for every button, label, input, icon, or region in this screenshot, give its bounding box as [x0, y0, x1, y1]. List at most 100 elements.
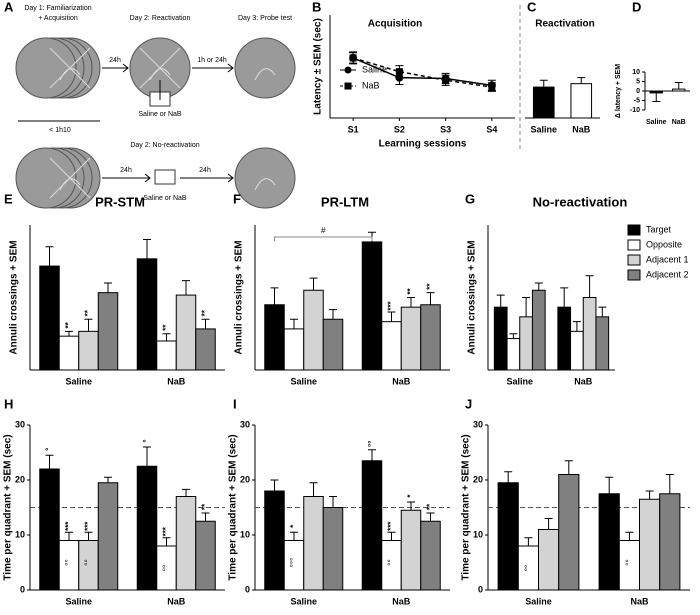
error-bar [534, 282, 543, 291]
bar [39, 265, 60, 371]
bar [506, 338, 521, 371]
error-bar [309, 277, 318, 291]
y-tick-label: 20 [240, 474, 250, 484]
error-bar [426, 292, 435, 305]
legend-label: Opposite [646, 239, 682, 249]
error-bar [162, 537, 171, 546]
y-tick-label: 0 [478, 584, 483, 594]
bar [175, 294, 197, 371]
error-bar [45, 454, 54, 469]
error-bar [407, 501, 415, 511]
y-tick-label: 10 [473, 529, 483, 539]
bar [400, 306, 422, 371]
error-bar [143, 446, 151, 467]
panel-letter: G [465, 191, 475, 206]
legend-label: Saline [362, 64, 387, 74]
chart-title: Reactivation [535, 19, 594, 30]
error-bar [605, 476, 614, 494]
error-bar [201, 512, 210, 522]
panel-letter: B [312, 0, 321, 14]
error-bar [182, 488, 190, 497]
bar [519, 316, 533, 371]
error-bar [270, 479, 279, 491]
bar [264, 490, 285, 591]
significance-label: °° [524, 565, 533, 571]
legend-label: Adjacent 2 [646, 269, 689, 279]
x-tick-label: NaB [392, 376, 411, 386]
error-bar [84, 531, 93, 541]
significance-label: °° [387, 559, 396, 565]
bar [420, 304, 441, 371]
y-tick-label: 5 [636, 78, 640, 85]
error-bar [496, 294, 505, 308]
y-tick-label: 30 [240, 419, 250, 429]
diagram-label: Day 2: No-reactivation [130, 142, 199, 149]
significance-label: °° [64, 559, 73, 565]
diagram-label: + Acquisition [38, 15, 78, 22]
bracket-label: # [321, 226, 326, 235]
significance-label: ** [406, 288, 415, 295]
legend-swatch [627, 269, 641, 281]
panel-letter: J [465, 396, 472, 411]
x-tick-label: Saline [646, 119, 667, 126]
bar [136, 258, 158, 371]
error-bar [522, 297, 531, 317]
legend-marker [344, 66, 352, 74]
error-bar [598, 306, 607, 317]
error-bar [539, 79, 548, 88]
y-axis-label: Annuli crossings + SEM [467, 240, 478, 354]
x-tick-label: Saline [290, 596, 317, 606]
y-tick-label: 10 [15, 529, 25, 539]
significance-label: * [289, 524, 298, 528]
y-axis-label: Time per quadrant + SEM (sec) [228, 434, 239, 580]
legend-label: Adjacent 1 [646, 254, 689, 264]
error-bar [572, 321, 581, 332]
significance-label: ** [426, 503, 435, 510]
significance-label: *** [84, 521, 93, 531]
significance-label: ** [426, 283, 435, 290]
bar [497, 482, 519, 591]
error-bar [544, 518, 553, 530]
x-tick-label: Saline [65, 596, 92, 606]
bar [672, 88, 686, 92]
error-bar [387, 311, 396, 322]
significance-label: ** [201, 309, 210, 316]
significance-label: ** [84, 309, 93, 316]
x-tick-label: S2 [394, 124, 405, 134]
panel-letter: F [233, 191, 241, 206]
bar [420, 520, 441, 591]
bar [649, 90, 663, 94]
marker [349, 54, 357, 62]
panel-letter: H [4, 396, 13, 411]
panel-a-diagram [15, 37, 296, 209]
legend-swatch [627, 239, 641, 251]
series-line [352, 57, 492, 87]
error-bar [625, 531, 634, 541]
bar [97, 292, 119, 371]
marker [395, 68, 403, 76]
error-bar [368, 449, 376, 461]
x-tick-label: NaB [167, 376, 186, 386]
bar [570, 330, 584, 371]
chart-title: PR-STM [95, 194, 145, 209]
error-bar [564, 460, 573, 475]
legend-swatch [627, 254, 641, 266]
significance-label: ** [201, 503, 210, 510]
legend-swatch [627, 224, 641, 236]
bar [400, 509, 422, 591]
x-tick-label: Saline [65, 376, 92, 386]
x-tick-label: Saline [525, 596, 552, 606]
error-bar [162, 333, 171, 341]
x-tick-label: Saline [506, 376, 533, 386]
error-bar [45, 246, 54, 267]
significance-label: ° [142, 439, 151, 442]
diagram-label: 24h [120, 167, 132, 174]
legend-label: Target [646, 224, 672, 234]
error-bar [645, 490, 654, 500]
bar [303, 496, 324, 591]
error-bar [201, 318, 210, 329]
panel-letter: D [632, 0, 641, 14]
error-bar [577, 77, 586, 84]
y-axis-label: Time per quadrant + SEM (sec) [3, 434, 14, 580]
bar [322, 507, 344, 591]
